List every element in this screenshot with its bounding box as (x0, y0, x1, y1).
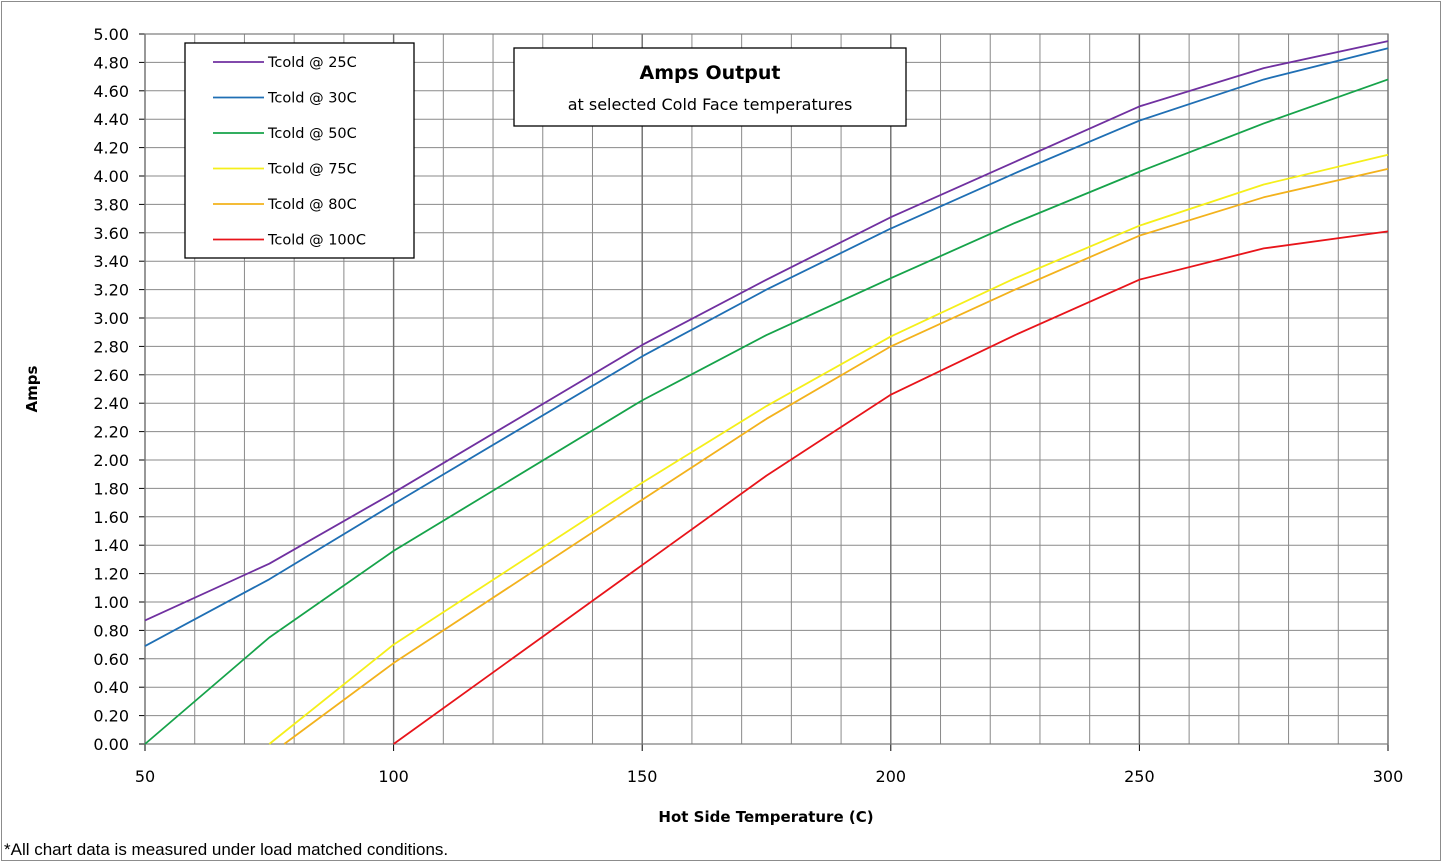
x-tick-label: 300 (1373, 767, 1404, 786)
y-tick-label: 3.60 (93, 224, 129, 243)
y-tick-label: 3.40 (93, 252, 129, 271)
legend-label: Tcold @ 50C (267, 126, 357, 142)
chart-title: Amps Output (640, 62, 781, 84)
y-tick-label: 0.40 (93, 678, 129, 697)
y-tick-label: 0.80 (93, 621, 129, 640)
legend-label: Tcold @ 80C (267, 197, 357, 213)
legend-label: Tcold @ 75C (267, 162, 357, 178)
line-chart: 0.00 0.20 0.40 0.60 0.80 1.00 1.20 1.40 1.60 1.80… (0, 0, 1443, 836)
y-tick-label: 2.20 (93, 423, 129, 442)
y-tick-label: 2.60 (93, 366, 129, 385)
y-tick-label: 3.20 (93, 281, 129, 300)
y-tick-label: 0.20 (93, 707, 129, 726)
series-line (269, 155, 1388, 744)
x-axis-ticks: 50 100 150 200 250 300 (135, 767, 1403, 786)
y-tick-label: 1.20 (93, 565, 129, 584)
x-tick-label: 100 (378, 767, 409, 786)
x-axis-title: Hot Side Temperature (C) (658, 808, 873, 826)
y-axis-title: Amps (23, 365, 41, 412)
y-tick-label: 4.60 (93, 82, 129, 101)
legend-label: Tcold @ 25C (267, 55, 357, 71)
y-tick-label: 5.00 (93, 25, 129, 44)
chart-subtitle: at selected Cold Face temperatures (568, 95, 853, 114)
y-tick-label: 2.80 (93, 337, 129, 356)
y-tick-label: 4.40 (93, 110, 129, 129)
y-tick-label: 0.60 (93, 650, 129, 669)
chart-title-box: Amps Output at selected Cold Face temper… (514, 48, 906, 126)
x-tick-label: 200 (876, 767, 907, 786)
y-tick-label: 3.80 (93, 195, 129, 214)
y-tick-label: 2.40 (93, 394, 129, 413)
legend: Tcold @ 25C Tcold @ 30C Tcold @ 50C Tcold @… (185, 43, 414, 258)
legend-label: Tcold @ 100C (267, 233, 366, 249)
y-tick-label: 2.00 (93, 451, 129, 470)
y-tick-label: 3.00 (93, 309, 129, 328)
footnote: *All chart data is measured under load m… (4, 840, 448, 860)
y-tick-label: 0.00 (93, 735, 129, 754)
legend-label: Tcold @ 30C (267, 91, 357, 107)
y-tick-label: 4.80 (93, 53, 129, 72)
x-tick-label: 150 (627, 767, 658, 786)
y-tick-label: 1.00 (93, 593, 129, 612)
y-tick-label: 1.60 (93, 508, 129, 527)
y-tick-label: 4.20 (93, 139, 129, 158)
x-tick-label: 250 (1124, 767, 1155, 786)
x-tick-label: 50 (135, 767, 155, 786)
y-tick-label: 1.80 (93, 479, 129, 498)
y-tick-label: 1.40 (93, 536, 129, 555)
y-tick-label: 4.00 (93, 167, 129, 186)
y-axis-ticks: 0.00 0.20 0.40 0.60 0.80 1.00 1.20 1.40 1.60 1.80… (93, 25, 129, 754)
